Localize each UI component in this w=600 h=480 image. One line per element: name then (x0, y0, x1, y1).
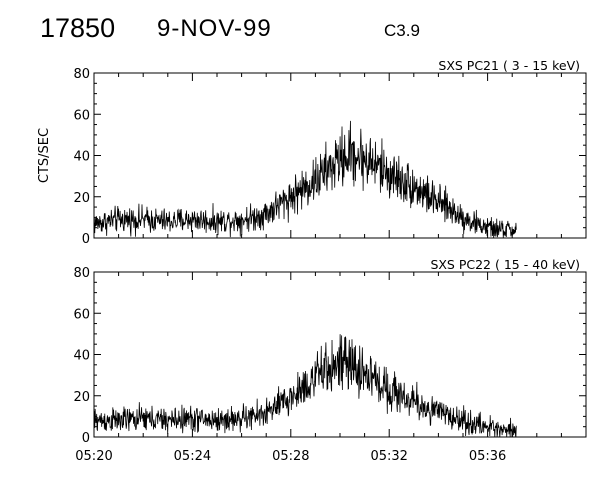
y-tick-label-2: 80 (73, 266, 90, 281)
y-tick-label-1: 20 (73, 191, 90, 206)
y-axis-label: CTS/SEC (37, 128, 52, 183)
panel-title-1: SXS PC21 ( 3 - 15 keV) (438, 58, 580, 73)
count-rate-series-1 (93, 120, 517, 239)
y-tick-label-1: 80 (73, 67, 90, 82)
event-id: 17850 (40, 13, 116, 43)
x-tick-label: 05:20 (75, 449, 112, 464)
x-tick-label: 05:36 (469, 449, 506, 464)
y-tick-label-1: 40 (73, 150, 90, 165)
y-tick-label-2: 20 (73, 390, 90, 405)
flare-class: C3.9 (384, 21, 420, 40)
panel-title-2: SXS PC22 ( 15 - 40 keV) (430, 257, 580, 272)
x-tick-label: 05:32 (370, 449, 407, 464)
x-tick-label: 05:28 (272, 449, 309, 464)
y-tick-label-2: 0 (82, 431, 90, 446)
y-tick-label-2: 40 (73, 349, 90, 364)
y-tick-label-1: 0 (82, 232, 90, 247)
count-rate-series-2 (93, 334, 517, 438)
y-tick-label-2: 60 (73, 307, 90, 322)
event-date: 9-NOV-99 (157, 15, 272, 42)
y-tick-label-1: 60 (73, 108, 90, 123)
x-tick-label: 05:24 (174, 449, 211, 464)
